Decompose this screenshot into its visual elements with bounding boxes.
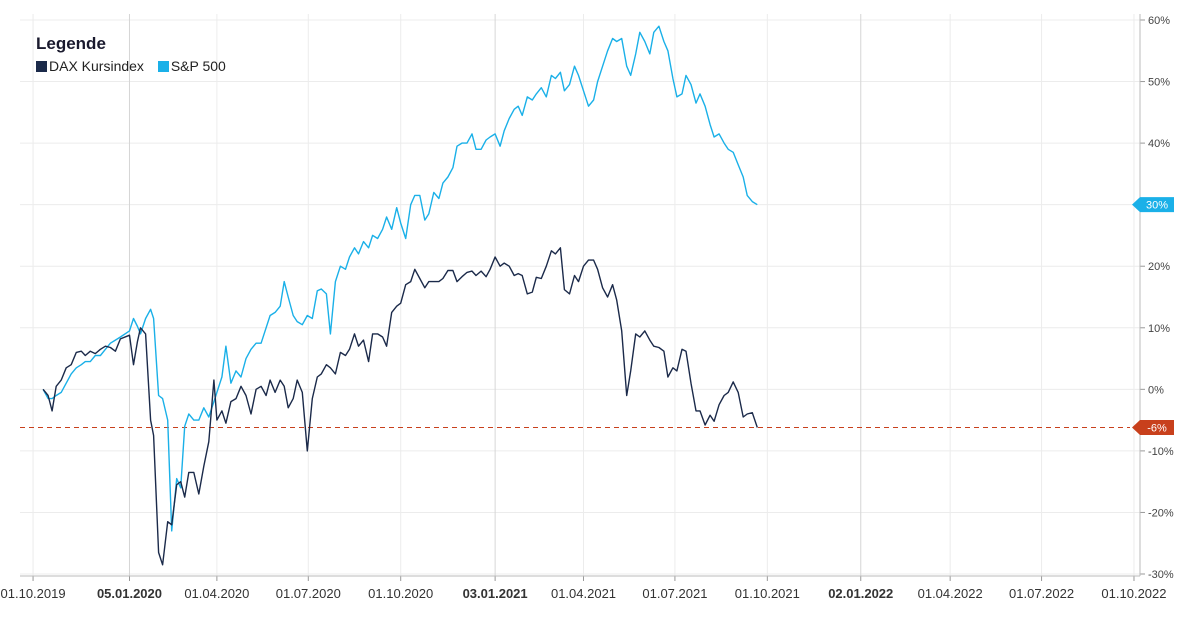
y-tick-label: 40% — [1148, 138, 1170, 150]
x-tick-label: 01.04.2022 — [918, 586, 983, 601]
legend-label-dax: DAX Kursindex — [49, 58, 144, 74]
x-tick-label: 01.04.2020 — [184, 586, 249, 601]
y-tick-label: 50% — [1148, 77, 1170, 89]
legend-swatch-dax — [36, 61, 47, 72]
y-tick-label: -20% — [1148, 507, 1174, 519]
legend-item-sp500[interactable]: S&P 500 — [157, 58, 226, 74]
legend-item-dax[interactable]: DAX Kursindex — [36, 58, 144, 74]
y-tick-label: 0% — [1148, 384, 1164, 396]
series-line-s-p-500 — [42, 25, 758, 532]
x-tick-label: 01.10.2021 — [735, 586, 800, 601]
sp500-end-badge-marker — [1132, 197, 1174, 213]
x-tick-label: 02.01.2022 — [828, 586, 893, 601]
x-tick-label: 05.01.2020 — [97, 586, 162, 601]
x-tick-label: 03.01.2021 — [463, 586, 528, 601]
legend-label-sp500: S&P 500 — [170, 58, 226, 74]
legend-swatch-sp500 — [157, 61, 169, 72]
legend-title: Legende — [36, 34, 106, 53]
labels: 60% 50% 40% 30% 20% 10% 0% -10% -20% -30% 01.10.20… — [1, 15, 1174, 601]
axes — [20, 14, 1145, 581]
series-line-dax-kursindex — [42, 247, 758, 566]
series — [20, 25, 1130, 566]
x-tick-label: 01.07.2020 — [276, 586, 341, 601]
x-tick-label: 01.07.2022 — [1009, 586, 1074, 601]
y-tick-label: 20% — [1148, 261, 1170, 273]
grid — [20, 14, 1140, 576]
x-tick-label: 01.07.2021 — [642, 586, 707, 601]
y-tick-label: 10% — [1148, 323, 1170, 335]
y-tick-label: -30% — [1148, 569, 1174, 581]
legend: Legende DAX Kursindex S&P 500 — [36, 34, 236, 74]
x-tick-label: 01.04.2021 — [551, 586, 616, 601]
y-tick-label: -10% — [1148, 446, 1174, 458]
x-tick-label: 01.10.2020 — [368, 586, 433, 601]
legend-items: DAX Kursindex S&P 500 — [36, 58, 236, 74]
x-tick-label: 01.10.2022 — [1101, 586, 1166, 601]
reference-badge-marker — [1132, 419, 1174, 435]
x-tick-label: 01.10.2019 — [1, 586, 66, 601]
reference-badge-label: -6% — [1147, 422, 1167, 434]
y-tick-label: 60% — [1148, 15, 1170, 27]
sp500-end-badge-label: 30% — [1146, 200, 1168, 212]
